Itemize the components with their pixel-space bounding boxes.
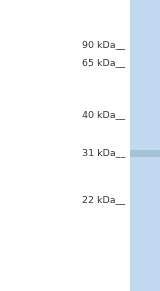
Text: 22 kDa__: 22 kDa__ <box>82 195 126 204</box>
Bar <box>130 150 160 157</box>
Bar <box>130 0 160 291</box>
Text: 31 kDa__: 31 kDa__ <box>82 148 126 157</box>
Text: 40 kDa__: 40 kDa__ <box>82 111 126 119</box>
Text: 65 kDa__: 65 kDa__ <box>82 58 126 67</box>
Text: 90 kDa__: 90 kDa__ <box>82 41 126 49</box>
